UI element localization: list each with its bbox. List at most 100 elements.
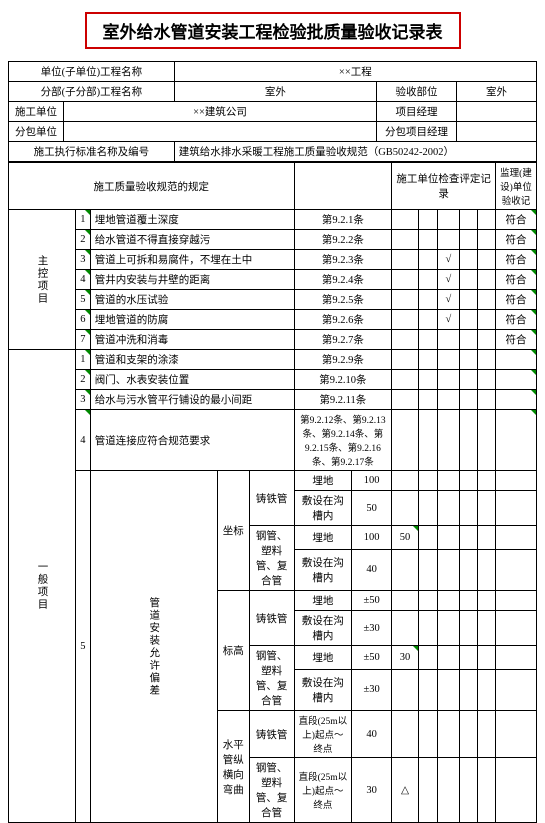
m2-ok: 符合	[495, 230, 536, 250]
vpm30: ±30	[352, 611, 392, 646]
chk50: 50	[392, 526, 419, 550]
m1-n: 1	[76, 210, 91, 230]
m6-n: 6	[76, 310, 91, 330]
accept-dept-value: 室外	[457, 82, 537, 102]
subcontract-value	[64, 122, 377, 142]
v100: 100	[352, 471, 392, 491]
long2: 直段(25m以上)起点～终点	[294, 758, 352, 823]
m4-item: 管井内安装与井壁的距离	[90, 270, 294, 290]
m7-item: 管道冲洗和消毒	[90, 330, 294, 350]
tri: △	[392, 758, 419, 823]
m1-item: 埋地管道覆土深度	[90, 210, 294, 230]
plastic1: 钢管、塑料管、复合管	[249, 526, 294, 591]
g5-label: 管道安装允许偏差	[90, 471, 217, 823]
g5-n: 5	[76, 471, 91, 823]
plastic2: 钢管、塑料管、复合管	[249, 646, 294, 711]
col-spec2	[294, 163, 392, 210]
m2-n: 2	[76, 230, 91, 250]
cast2: 铸铁管	[249, 591, 294, 646]
m4-ok: 符合	[495, 270, 536, 290]
cast3: 铸铁管	[249, 711, 294, 758]
m1-ok: 符合	[495, 210, 536, 230]
sub-project-label: 分部(子分部)工程名称	[9, 82, 175, 102]
m5-clause: 第9.2.5条	[294, 290, 392, 310]
vpm50b: ±50	[352, 646, 392, 670]
buried2: 埋地	[294, 526, 352, 550]
vpm50: ±50	[352, 591, 392, 611]
construct-unit-value: ××建筑公司	[64, 102, 377, 122]
m4-clause: 第9.2.4条	[294, 270, 392, 290]
chk30: 30	[392, 646, 419, 670]
col-check: 施工单位检查评定记录	[392, 163, 496, 210]
v100b: 100	[352, 526, 392, 550]
m5-ok: 符合	[495, 290, 536, 310]
m6-item: 埋地管道的防腐	[90, 310, 294, 330]
main-table: 施工质量验收规范的规定 施工单位检查评定记录 监理(建设)单位验收记 主控项目 …	[8, 162, 537, 823]
g4-item: 管道连接应符合规范要求	[90, 410, 294, 471]
m1-clause: 第9.2.1条	[294, 210, 392, 230]
buried1: 埋地	[294, 471, 352, 491]
m6-ok: 符合	[495, 310, 536, 330]
m3-mark: √	[438, 250, 460, 270]
v30: 30	[352, 758, 392, 823]
m2-clause: 第9.2.2条	[294, 230, 392, 250]
plastic3: 钢管、塑料管、复合管	[249, 758, 294, 823]
long1: 直段(25m以上)起点～终点	[294, 711, 352, 758]
m2-item: 给水管道不得直接穿越污	[90, 230, 294, 250]
header-table: 单位(子单位)工程名称 ××工程 分部(子分部)工程名称 室外 验收部位 室外 …	[8, 61, 537, 162]
std-value: 建筑给水排水采暖工程施工质量验收规范（GB50242-2002）	[174, 142, 536, 162]
g3-clause: 第9.2.11条	[294, 390, 392, 410]
m6-clause: 第9.2.6条	[294, 310, 392, 330]
g4-clause: 第9.2.12条、第9.2.13条、第9.2.14条、第9.2.15条、第9.2…	[294, 410, 392, 471]
sub-pm-value	[457, 122, 537, 142]
trench4: 敷设在沟槽内	[294, 669, 352, 710]
m5-n: 5	[76, 290, 91, 310]
m3-n: 3	[76, 250, 91, 270]
trench1: 敷设在沟槽内	[294, 491, 352, 526]
elev: 标高	[217, 591, 249, 711]
pm-value	[457, 102, 537, 122]
g4-n: 4	[76, 410, 91, 471]
trench2: 敷设在沟槽内	[294, 549, 352, 590]
v40: 40	[352, 549, 392, 590]
construct-unit-label: 施工单位	[9, 102, 64, 122]
m7-ok: 符合	[495, 330, 536, 350]
unit-project-value: ××工程	[174, 62, 536, 82]
m5-item: 管道的水压试验	[90, 290, 294, 310]
buried3: 埋地	[294, 591, 352, 611]
page-title: 室外给水管道安装工程检验批质量验收记录表	[103, 23, 443, 42]
m4-mark: √	[438, 270, 460, 290]
g1-clause: 第9.2.9条	[294, 350, 392, 370]
m3-item: 管道上可拆和易腐件，不埋在土中	[90, 250, 294, 270]
pm-label: 项目经理	[377, 102, 457, 122]
v40b: 40	[352, 711, 392, 758]
v50: 50	[352, 491, 392, 526]
g2-n: 2	[76, 370, 91, 390]
g2-clause: 第9.2.10条	[294, 370, 392, 390]
m5-mark: √	[438, 290, 460, 310]
m6-mark: √	[438, 310, 460, 330]
horiz: 水平管纵横向弯曲	[217, 711, 249, 823]
col-spec: 施工质量验收规范的规定	[9, 163, 295, 210]
col-super: 监理(建设)单位验收记	[495, 163, 536, 210]
g1-item: 管道和支架的涂漆	[90, 350, 294, 370]
buried4: 埋地	[294, 646, 352, 670]
std-label: 施工执行标准名称及编号	[9, 142, 175, 162]
m7-n: 7	[76, 330, 91, 350]
g2-item: 阀门、水表安装位置	[90, 370, 294, 390]
g3-n: 3	[76, 390, 91, 410]
m3-ok: 符合	[495, 250, 536, 270]
sub-pm-label: 分包项目经理	[377, 122, 457, 142]
gen-label: 一般项目	[9, 350, 76, 823]
g1-n: 1	[76, 350, 91, 370]
m7-clause: 第9.2.7条	[294, 330, 392, 350]
trench3: 敷设在沟槽内	[294, 611, 352, 646]
m3-clause: 第9.2.3条	[294, 250, 392, 270]
g3-item: 给水与污水管平行铺设的最小间距	[90, 390, 294, 410]
vpm30b: ±30	[352, 669, 392, 710]
cast1: 铸铁管	[249, 471, 294, 526]
subcontract-label: 分包单位	[9, 122, 64, 142]
unit-project-label: 单位(子单位)工程名称	[9, 62, 175, 82]
accept-dept-label: 验收部位	[377, 82, 457, 102]
m4-n: 4	[76, 270, 91, 290]
